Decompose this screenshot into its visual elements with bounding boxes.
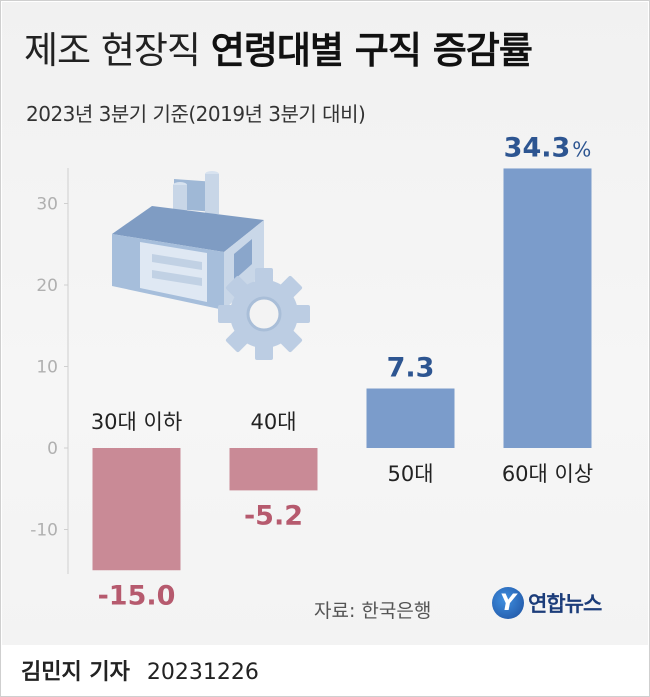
bar: [366, 388, 455, 448]
value-label: -5.2: [244, 500, 303, 531]
value-label: 34.3%: [504, 132, 592, 163]
chart-panel: 제조 현장직 연령대별 구직 증감률 2023년 3분기 기준(2019년 3분…: [2, 2, 648, 645]
reporter-name: 김민지 기자: [21, 660, 130, 685]
logo-mark: Y: [492, 587, 524, 619]
bar: [503, 168, 592, 448]
chart-title-bold: 연령대별 구직 증감률: [210, 29, 533, 72]
category-label: 60대 이상: [502, 462, 593, 486]
yonhap-logo: Y 연합뉴스: [492, 585, 602, 621]
value-unit: %: [572, 137, 591, 161]
y-tick-label: 10: [36, 358, 58, 378]
value-labels: -15.0 -5.2 7.3 34.3%: [98, 132, 592, 611]
source-note: 자료: 한국은행: [314, 600, 432, 622]
bar: [92, 448, 181, 571]
gear-icon: [218, 268, 310, 360]
y-axis: -10 0 10 20 30: [30, 195, 68, 541]
category-label: 40대: [250, 410, 296, 434]
y-tick-label: 0: [47, 439, 58, 459]
y-tick-label: -10: [30, 521, 58, 541]
publish-date: 20231226: [146, 660, 259, 685]
value-label: -15.0: [98, 580, 176, 611]
bars: [92, 168, 592, 571]
chart-title: 제조 현장직 연령대별 구직 증감률: [24, 20, 533, 74]
bar-chart: -10 0 10 20 30 -15.0 -5.2 7.3 34.3% 30대 이하 40대 50…: [30, 132, 593, 611]
y-tick-label: 30: [36, 195, 58, 215]
value-label: 7.3: [387, 353, 435, 384]
factory-icon: [112, 171, 264, 310]
bar: [229, 448, 318, 491]
chart-title-light: 제조 현장직: [24, 29, 201, 72]
y-tick-label: 20: [36, 276, 58, 296]
factory-gear-illustration: [112, 171, 310, 360]
logo-text: 연합뉴스: [528, 592, 602, 616]
chart-subtitle: 2023년 3분기 기준(2019년 3분기 대비): [26, 102, 366, 126]
category-label: 30대 이하: [91, 410, 182, 434]
byline: 김민지 기자 20231226: [21, 654, 259, 686]
category-label: 50대: [387, 462, 433, 486]
category-labels: 30대 이하 40대 50대 60대 이상: [91, 410, 593, 486]
